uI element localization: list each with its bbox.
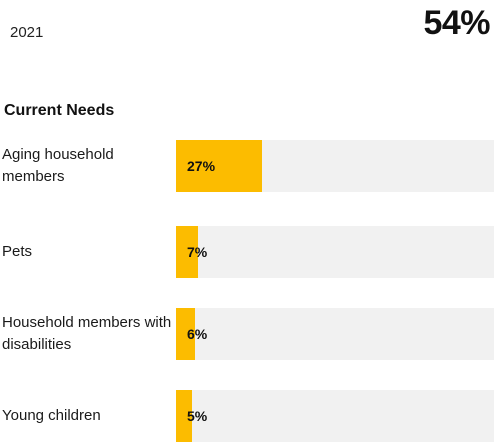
headline-percentage: 54% xyxy=(423,4,490,42)
bar-row: Young children 5% xyxy=(0,390,494,442)
year-label: 2021 xyxy=(10,24,44,41)
bar-value-label: 7% xyxy=(187,244,208,260)
bar-value-label: 6% xyxy=(187,326,208,342)
bar-fill xyxy=(176,390,192,442)
section-title: Current Needs xyxy=(4,102,115,119)
bar-track: 27% xyxy=(176,140,494,192)
bar-fill xyxy=(176,226,199,278)
bar-row: Pets 7% xyxy=(0,226,494,278)
bar-row: Household members with disabilities 6% xyxy=(0,308,494,360)
bar-track: 7% xyxy=(176,226,494,278)
bar-track: 6% xyxy=(176,308,494,360)
category-label: Pets xyxy=(2,243,33,260)
bar-value-label: 5% xyxy=(187,408,208,424)
bar-row: Aging household members 27% xyxy=(0,140,494,192)
bar-fill xyxy=(176,308,196,360)
bar-value-label: 27% xyxy=(187,158,216,174)
category-label: Young children xyxy=(2,407,101,424)
bar-fill xyxy=(176,140,262,192)
category-label: Aging household members xyxy=(2,146,114,185)
bar-track: 5% xyxy=(176,390,494,442)
category-label: Household members with disabilities xyxy=(2,314,172,353)
current-needs-bar-chart: Aging household members 27% Pets 7% Househol… xyxy=(0,140,494,442)
